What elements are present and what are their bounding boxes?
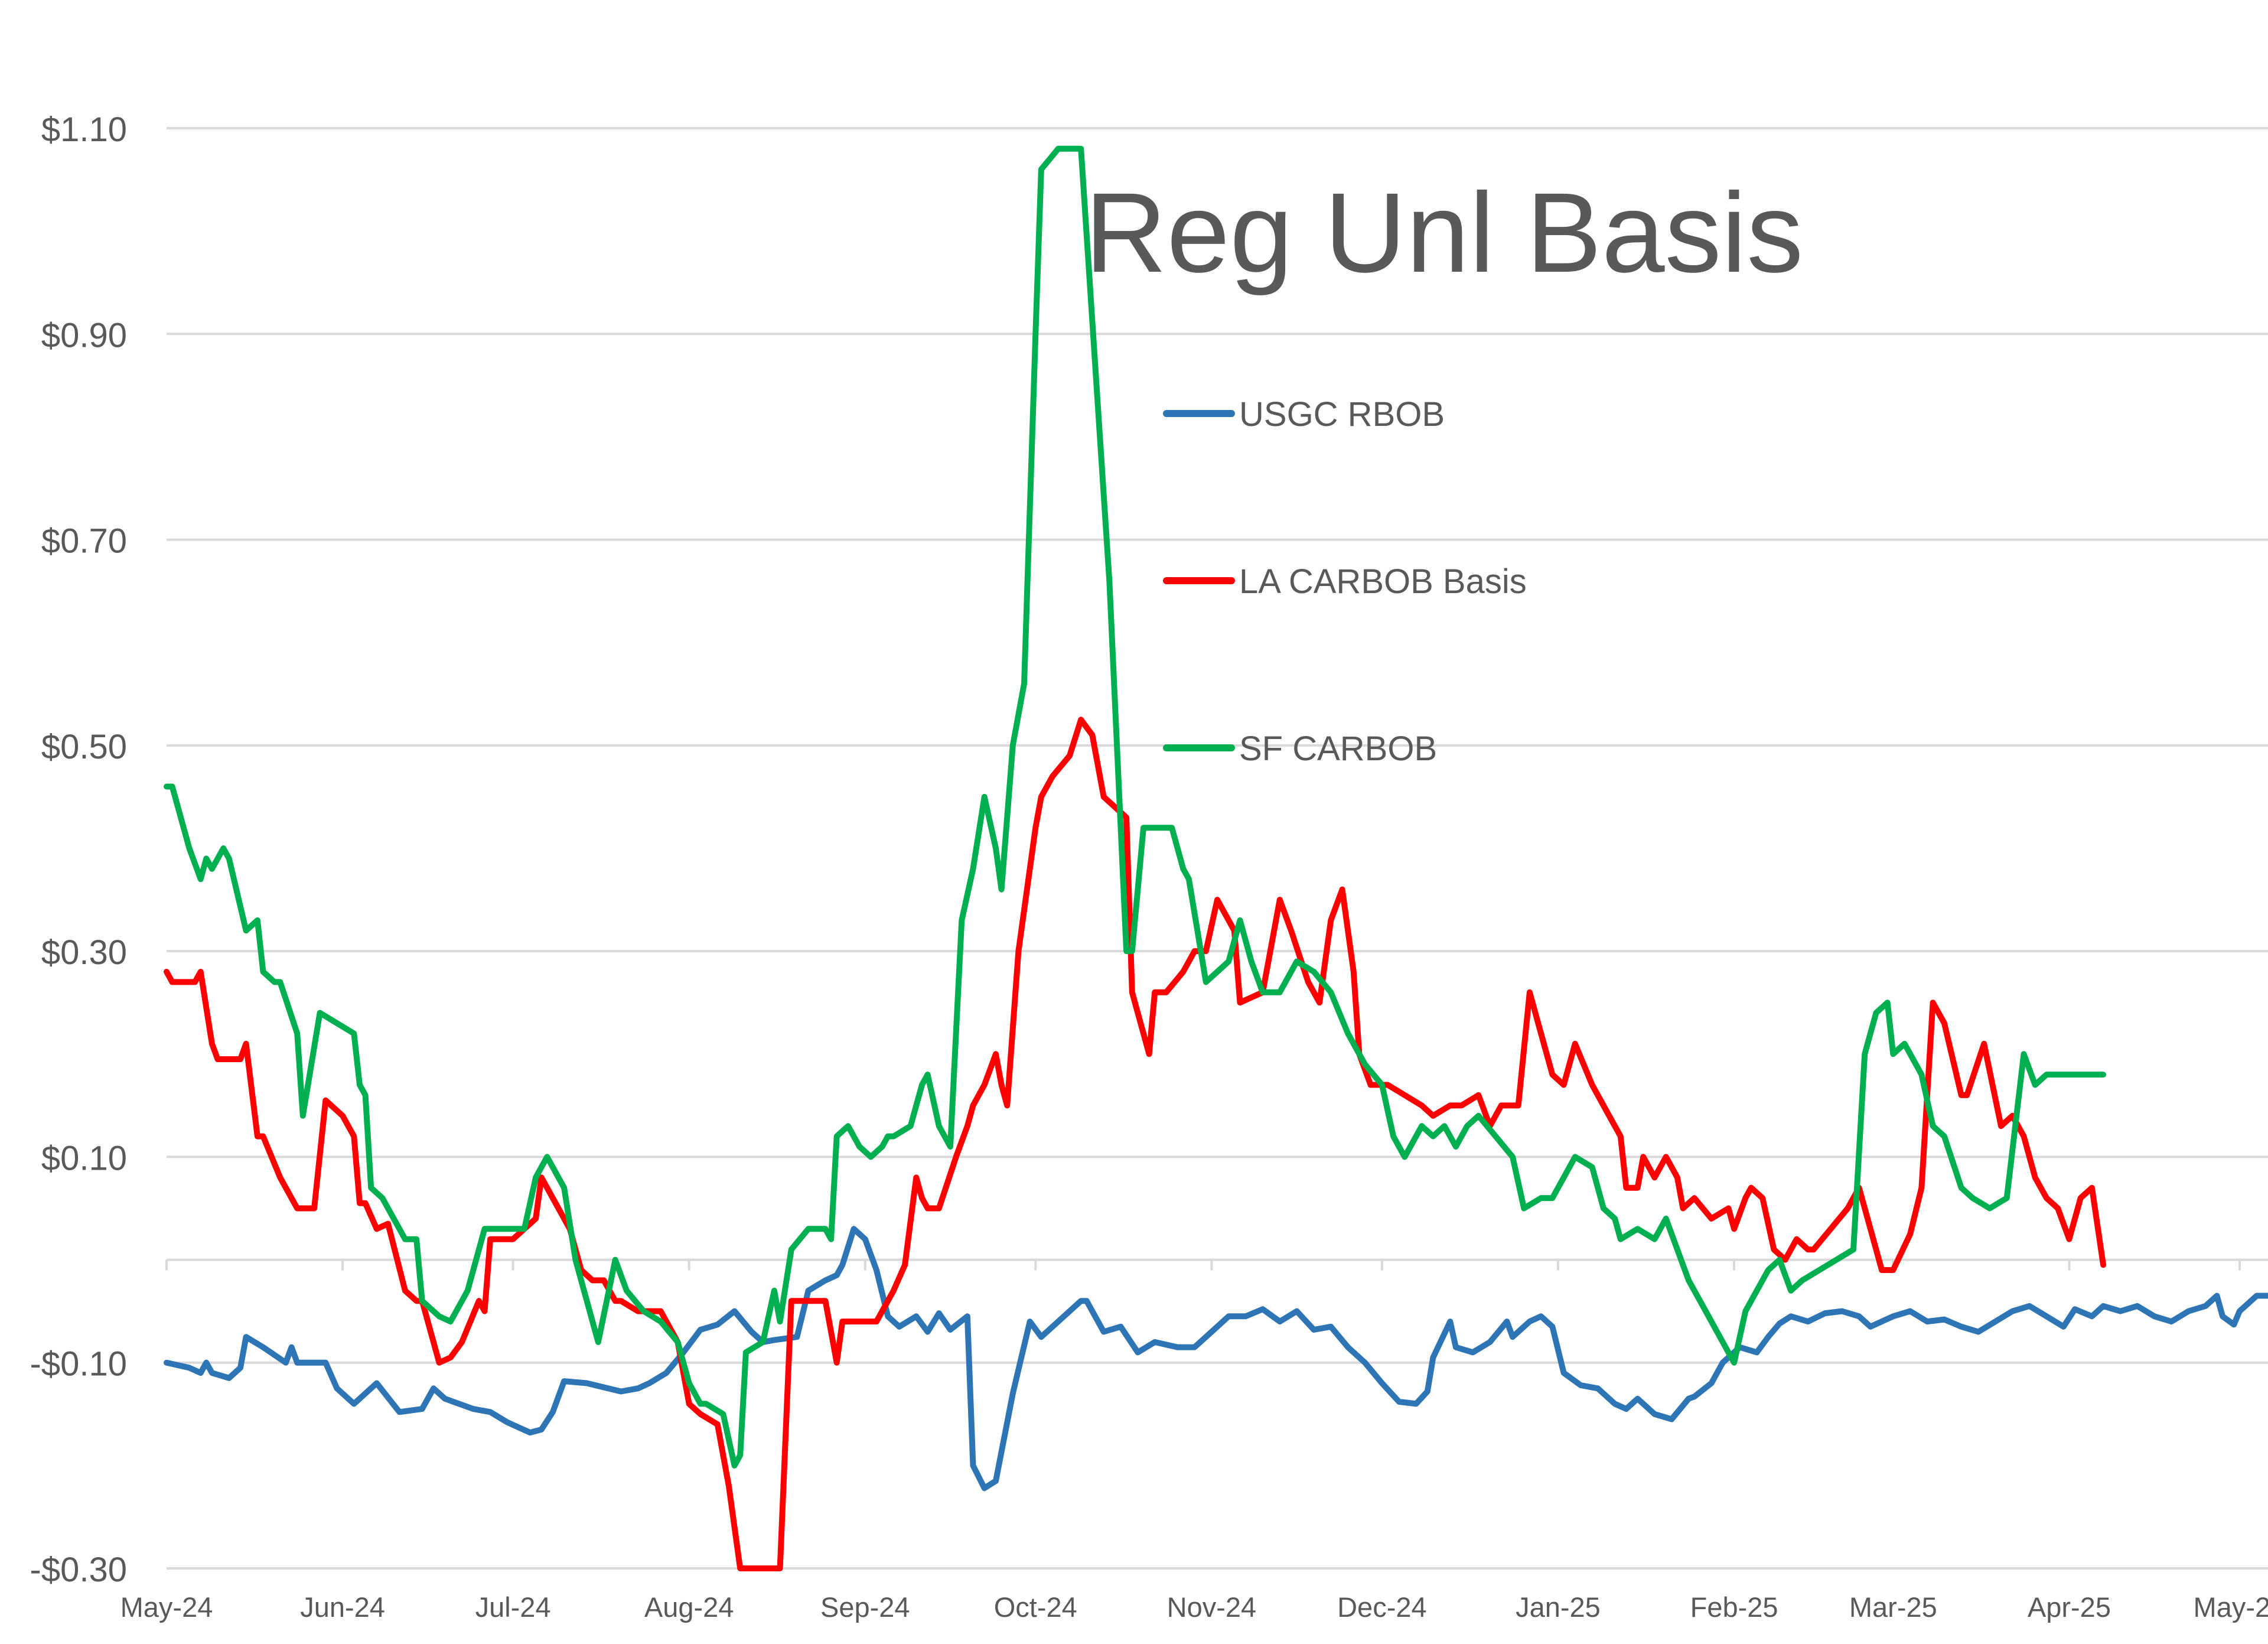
x-tick-label: Aug-24: [644, 1591, 734, 1623]
y-tick-label: -$0.30: [30, 1551, 127, 1589]
x-tick-label: Nov-24: [1167, 1591, 1257, 1623]
series-line-sf-carbob: [164, 145, 2107, 1469]
series-lines: [164, 145, 2268, 1571]
gridlines: [167, 127, 2268, 1570]
x-tick-label: Jun-24: [300, 1591, 385, 1623]
y-tick-label: $1.10: [41, 110, 127, 149]
x-tick-label: May-25: [2194, 1591, 2268, 1623]
y-tick-label: $0.50: [41, 728, 127, 766]
x-tick-label: Feb-25: [1690, 1591, 1778, 1623]
x-tick-label: Mar-25: [1849, 1591, 1937, 1623]
y-tick-label: $0.10: [41, 1139, 127, 1177]
x-tick-label: Jul-24: [475, 1591, 551, 1623]
legend-label: SF CARBOB: [1239, 730, 1437, 768]
y-tick-label: $0.90: [41, 316, 127, 354]
x-tick-label: Oct-24: [994, 1591, 1077, 1623]
legend-label: USGC RBOB: [1239, 395, 1445, 434]
y-tick-label: -$0.10: [30, 1345, 127, 1383]
y-tick-label: $0.70: [41, 522, 127, 561]
series-line-usgc-rbob: [164, 1226, 2268, 1492]
y-tick-label: $0.30: [41, 933, 127, 972]
x-tick-label: Sep-24: [820, 1591, 910, 1623]
legend: USGC RBOB LA CARBOB Basis SF CARBOB: [1163, 395, 1527, 768]
x-tick-label: May-24: [120, 1591, 213, 1623]
x-tick-label: Apr-25: [2028, 1591, 2111, 1623]
x-tick-label: Dec-24: [1337, 1591, 1427, 1623]
chart-title: Reg Unl Basis: [1085, 169, 1804, 296]
x-tick-label: Jan-25: [1516, 1591, 1601, 1623]
legend-label: LA CARBOB Basis: [1239, 562, 1527, 601]
series-line-la-carbob-basis: [164, 717, 2107, 1571]
axes: -$0.30 -$0.10 $0.10 $0.30 $0.50 $0.70 $0.90 $1.…: [30, 110, 2268, 1623]
